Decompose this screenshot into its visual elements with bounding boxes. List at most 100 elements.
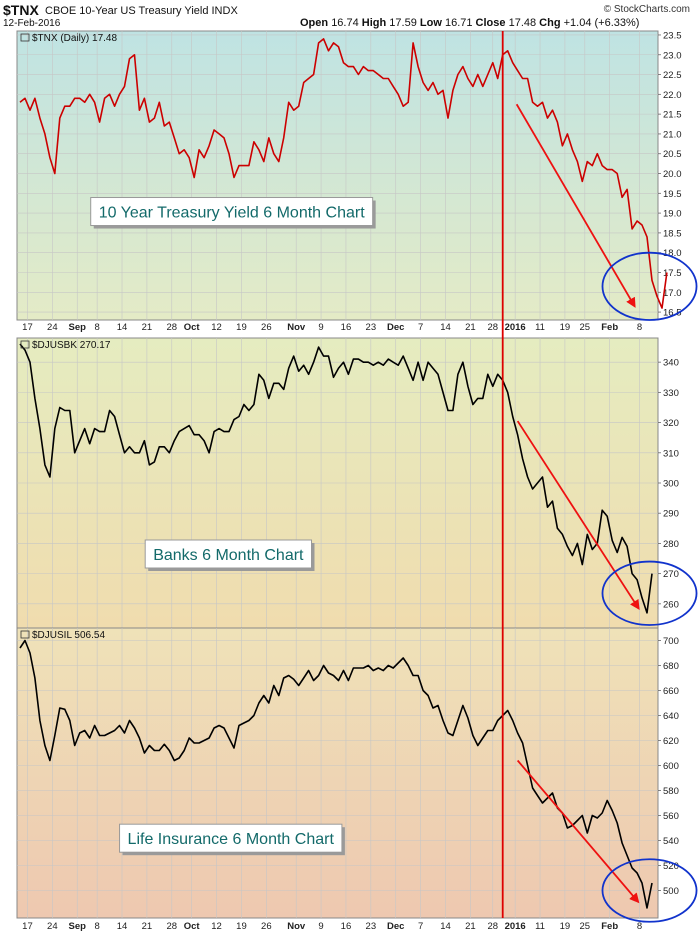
y-tick-label: 520 xyxy=(663,861,679,872)
y-tick-label: 280 xyxy=(663,539,679,550)
high-label: High xyxy=(361,17,387,29)
tnx-trend-arrow xyxy=(515,103,636,308)
x-tick-label: Feb xyxy=(601,322,618,333)
x-tick-label: 16 xyxy=(341,921,352,932)
x-tick-label: 11 xyxy=(535,322,545,333)
panel-background xyxy=(16,30,659,321)
y-tick-label: 310 xyxy=(663,448,679,459)
banks-panel-label: $DJUSBK 270.17 xyxy=(32,340,111,351)
x-tick-label: Oct xyxy=(184,322,201,333)
y-tick-label: 23.5 xyxy=(663,30,682,41)
x-tick-label: 19 xyxy=(236,921,247,932)
banks-series-line xyxy=(19,343,653,614)
y-tick-label: 700 xyxy=(663,636,679,647)
y-tick-label: 20.5 xyxy=(663,149,682,160)
life-insurance-highlight-ellipse xyxy=(601,858,698,923)
x-tick-label: 19 xyxy=(560,322,571,333)
chart-date: 12-Feb-2016 xyxy=(3,18,61,29)
x-tick-label: Sep xyxy=(69,322,87,333)
price-stats: Open 16.74 High 17.59 Low 16.71 Close 17… xyxy=(300,17,639,29)
x-tick-label: Feb xyxy=(601,921,618,932)
chart-header: $TNX CBOE 10-Year US Treasury Yield INDX… xyxy=(0,0,700,30)
x-tick-label: 25 xyxy=(580,322,591,333)
y-tick-label: 18.5 xyxy=(663,228,682,239)
y-tick-label: 660 xyxy=(663,686,679,697)
chg-label: Chg xyxy=(539,17,561,29)
x-tick-label: Oct xyxy=(184,921,201,932)
low-value: 16.71 xyxy=(444,17,473,29)
life-insurance-panel-label: $DJUSIL 506.54 xyxy=(32,630,105,641)
x-tick-label: Nov xyxy=(287,921,306,932)
tnx-chart-title: 10 Year Treasury Yield 6 Month Chart xyxy=(99,205,365,222)
tnx-panel-label: $TNX (Daily) 17.48 xyxy=(32,33,117,44)
x-tick-label: 28 xyxy=(166,921,177,932)
life-insurance-trend-arrow xyxy=(516,759,640,904)
y-tick-label: 340 xyxy=(663,358,679,369)
x-tick-label: 2016 xyxy=(505,322,526,333)
banks-trend-arrow xyxy=(516,420,640,611)
title-box xyxy=(144,539,312,569)
x-tick-label: 25 xyxy=(580,921,591,932)
x-tick-label: Sep xyxy=(69,921,87,932)
close-label: Close xyxy=(475,17,506,29)
tnx-series-line xyxy=(19,38,668,309)
x-tick-label: 9 xyxy=(318,921,323,932)
x-tick-label: 28 xyxy=(166,322,177,333)
y-tick-label: 330 xyxy=(663,388,679,399)
series-legend-icon xyxy=(20,340,30,349)
title-box xyxy=(119,823,343,853)
y-tick-label: 17.5 xyxy=(663,268,682,279)
x-tick-label: Dec xyxy=(387,322,404,333)
y-tick-label: 22.0 xyxy=(663,90,682,101)
banks-chart-title: Banks 6 Month Chart xyxy=(153,547,304,564)
x-tick-label: 14 xyxy=(440,322,451,333)
ticker-symbol: $TNX xyxy=(3,2,39,18)
tnx-highlight-ellipse xyxy=(601,251,698,321)
x-tick-label: 8 xyxy=(637,921,642,932)
x-tick-label: 12 xyxy=(211,322,222,333)
y-tick-label: 23.0 xyxy=(663,50,682,61)
x-tick-label: 16 xyxy=(341,322,352,333)
y-tick-label: 260 xyxy=(663,599,679,610)
panel-background xyxy=(16,627,659,919)
open-value: 16.74 xyxy=(331,17,359,29)
x-tick-label: 7 xyxy=(418,921,423,932)
y-tick-label: 290 xyxy=(663,509,679,520)
y-tick-label: 600 xyxy=(663,761,679,772)
close-value: 17.48 xyxy=(508,17,537,29)
y-tick-label: 16.5 xyxy=(663,308,682,319)
x-tick-label: 8 xyxy=(637,322,642,333)
x-tick-label: 24 xyxy=(47,322,58,333)
open-label: Open xyxy=(300,17,329,29)
y-tick-label: 580 xyxy=(663,786,679,797)
x-tick-label: 8 xyxy=(94,921,99,932)
panel-tnx: 16.5 17.0 17.5 18.0 18.5 19.0 19.5 20.0 20.5 21.0… xyxy=(16,30,698,321)
y-tick-label: 19.5 xyxy=(663,189,682,200)
x-tick-label: 11 xyxy=(535,921,545,932)
y-tick-label: 320 xyxy=(663,418,679,429)
y-tick-label: 540 xyxy=(663,836,679,847)
instrument-name: CBOE 10-Year US Treasury Yield INDX xyxy=(45,5,238,17)
y-tick-label: 18.0 xyxy=(663,248,682,259)
series-legend-icon xyxy=(20,33,30,42)
stockcharts-credit: © StockCharts.com xyxy=(603,4,690,15)
x-axis-2: 17 24 Sep 8 14 21 28 Oct 12 19 26 Nov 9 16 23 Dec 7 14 21 2… xyxy=(22,921,642,932)
x-tick-label: 21 xyxy=(465,322,476,333)
x-tick-label: 2016 xyxy=(505,921,526,932)
y-tick-label: 620 xyxy=(663,736,679,747)
life-insurance-chart-title: Life Insurance 6 Month Chart xyxy=(128,831,335,848)
x-tick-label: 8 xyxy=(94,322,99,333)
panel-life-insurance: 500 520 540 560 580 600 620 640 660 680 700 $DJUSIL… xyxy=(16,627,698,923)
y-tick-label: 21.5 xyxy=(663,110,682,121)
x-tick-label: Dec xyxy=(387,921,404,932)
y-tick-label: 680 xyxy=(663,661,679,672)
x-tick-label: 21 xyxy=(465,921,476,932)
x-tick-label: 14 xyxy=(440,921,451,932)
x-tick-label: 21 xyxy=(142,921,153,932)
x-tick-label: Nov xyxy=(287,322,306,333)
y-tick-label: 640 xyxy=(663,711,679,722)
series-legend-icon xyxy=(20,630,30,639)
x-tick-label: 17 xyxy=(22,322,33,333)
x-tick-label: 23 xyxy=(366,322,377,333)
x-tick-label: 24 xyxy=(47,921,58,932)
